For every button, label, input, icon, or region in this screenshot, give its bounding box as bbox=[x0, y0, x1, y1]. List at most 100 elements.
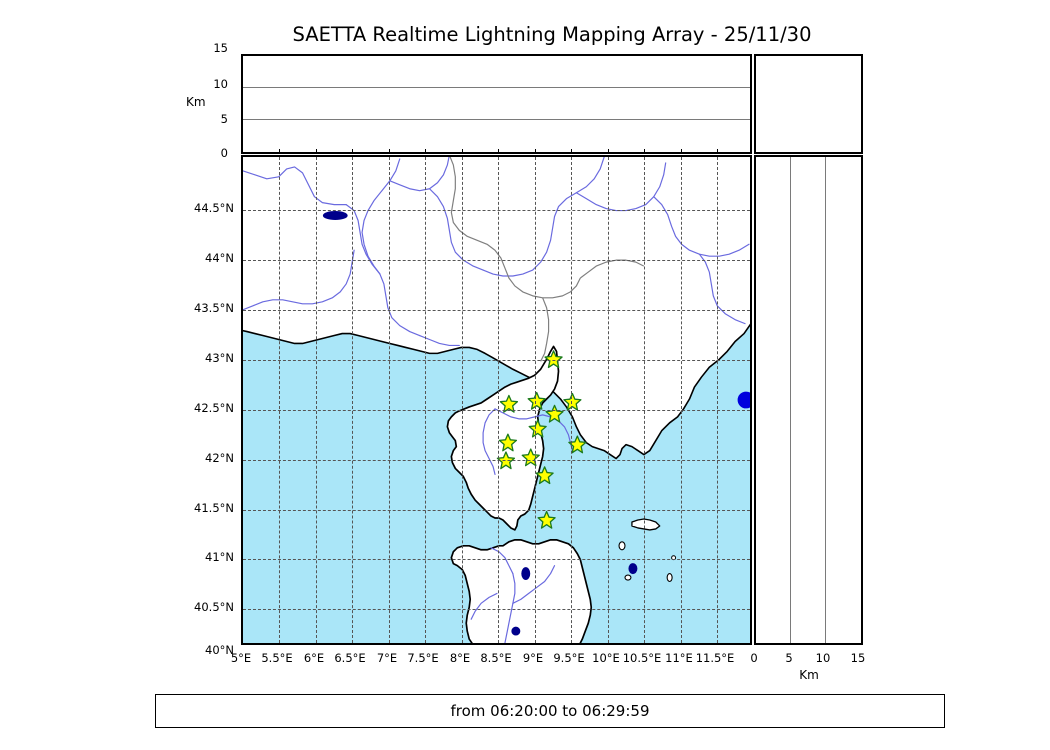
elba-island bbox=[631, 518, 661, 531]
map-lon-tick-5.5: 5.5°E bbox=[261, 651, 293, 665]
small-island bbox=[618, 541, 626, 551]
small-island bbox=[624, 574, 632, 581]
lightning-source-marker bbox=[737, 391, 750, 409]
map-gridline-lon-6.5 bbox=[352, 157, 353, 643]
station-star bbox=[527, 391, 546, 410]
map-lon-tick-9.5: 9.5°E bbox=[553, 651, 585, 665]
top-panel-ytick-0: 0 bbox=[220, 146, 228, 160]
lma-station-markers bbox=[496, 350, 587, 529]
map-lat-tick-42: 42°N bbox=[205, 451, 234, 465]
time-range-status-bar[interactable]: from 06:20:00 to 06:29:59 bbox=[155, 694, 945, 728]
map-gridline-lat-42.5 bbox=[243, 410, 750, 411]
right-panel-gridline-5 bbox=[790, 157, 791, 643]
map-lon-tick-6: 6°E bbox=[303, 651, 325, 665]
top-panel-tick bbox=[717, 149, 718, 152]
coastline-map bbox=[243, 157, 750, 643]
map-lon-tick-9: 9°E bbox=[522, 651, 544, 665]
top-panel-tick bbox=[681, 149, 682, 152]
map-gridline-lon-8.5 bbox=[498, 157, 499, 643]
rivers-layer bbox=[243, 157, 750, 643]
map-gridline-lon-7.5 bbox=[425, 157, 426, 643]
map-lon-tick-7: 7°E bbox=[376, 651, 398, 665]
map-gridline-lat-43.5 bbox=[243, 310, 750, 311]
time-range-text: from 06:20:00 to 06:29:59 bbox=[450, 702, 650, 720]
lakes-layer bbox=[322, 211, 638, 636]
top-panel-gridline-10 bbox=[243, 87, 750, 88]
top-panel-gridline-5 bbox=[243, 119, 750, 120]
map-gridline-lon-10.5 bbox=[644, 157, 645, 643]
map-lat-tick-43: 43°N bbox=[205, 351, 234, 365]
map-panel[interactable] bbox=[241, 155, 752, 645]
top-panel-tick bbox=[316, 149, 317, 152]
map-gridline-lon-5.5 bbox=[279, 157, 280, 643]
right-panel-axis-label: Km bbox=[799, 668, 819, 682]
map-gridline-lon-8 bbox=[462, 157, 463, 643]
top-panel-tick bbox=[608, 149, 609, 152]
map-lat-tick-44.5: 44.5°N bbox=[194, 201, 234, 215]
map-lon-tick-11.5: 11.5°E bbox=[695, 651, 735, 665]
map-gridline-lat-40.5 bbox=[243, 609, 750, 610]
top-panel-axis-label: Km bbox=[186, 95, 206, 109]
mainland-europe-landmass bbox=[243, 157, 750, 460]
map-lat-tick-40: 40°N bbox=[205, 643, 234, 657]
map-lat-tick-40.5: 40.5°N bbox=[194, 600, 234, 614]
map-lat-tick-41: 41°N bbox=[205, 550, 234, 564]
right-panel-xtick-10: 10 bbox=[815, 651, 831, 665]
map-gridline-lon-9.5 bbox=[571, 157, 572, 643]
map-lon-tick-7.5: 7.5°E bbox=[407, 651, 439, 665]
corner-panel[interactable] bbox=[754, 54, 863, 154]
page-title: SAETTA Realtime Lightning Mapping Array … bbox=[292, 23, 812, 46]
top-panel-ytick-15: 15 bbox=[213, 41, 228, 55]
top-panel-tick bbox=[571, 149, 572, 152]
station-star bbox=[521, 448, 540, 467]
station-star bbox=[499, 394, 519, 413]
map-gridline-lat-41.5 bbox=[243, 510, 750, 511]
map-lat-tick-42.5: 42.5°N bbox=[194, 401, 234, 415]
map-lon-tick-5: 5°E bbox=[230, 651, 252, 665]
top-panel-ytick-5: 5 bbox=[220, 112, 228, 126]
map-gridline-lon-9 bbox=[535, 157, 536, 643]
map-gridline-lat-42 bbox=[243, 460, 750, 461]
regional-borders-layer bbox=[449, 157, 645, 362]
map-gridline-lat-44.5 bbox=[243, 210, 750, 211]
map-gridline-lat-44 bbox=[243, 260, 750, 261]
map-gridline-lon-11 bbox=[681, 157, 682, 643]
top-panel-tick bbox=[644, 149, 645, 152]
top-panel-tick bbox=[425, 149, 426, 152]
map-gridline-lat-41 bbox=[243, 559, 750, 560]
top-panel-tick bbox=[498, 149, 499, 152]
station-star bbox=[537, 510, 556, 529]
top-panel-tick bbox=[535, 149, 536, 152]
top-panel-tick bbox=[389, 149, 390, 152]
station-star bbox=[563, 392, 582, 411]
map-gridline-lon-10 bbox=[608, 157, 609, 643]
right-panel-xtick-5: 5 bbox=[785, 651, 793, 665]
station-star bbox=[568, 435, 587, 454]
map-gridline-lon-11.5 bbox=[717, 157, 718, 643]
station-star bbox=[544, 350, 563, 369]
map-lat-tick-41.5: 41.5°N bbox=[194, 501, 234, 515]
top-panel-tick bbox=[279, 149, 280, 152]
top-panel-ytick-10: 10 bbox=[213, 77, 228, 91]
small-island bbox=[666, 573, 673, 583]
map-lon-tick-8: 8°E bbox=[449, 651, 471, 665]
altitude-latitude-panel[interactable] bbox=[754, 155, 863, 645]
station-star bbox=[545, 404, 564, 423]
right-panel-gridline-10 bbox=[825, 157, 826, 643]
map-lon-tick-6.5: 6.5°E bbox=[334, 651, 366, 665]
map-lat-tick-44: 44°N bbox=[205, 251, 234, 265]
top-panel-tick bbox=[462, 149, 463, 152]
altitude-longitude-panel[interactable] bbox=[241, 54, 752, 154]
station-star bbox=[528, 419, 547, 438]
map-gridline-lat-43 bbox=[243, 360, 750, 361]
map-gridline-lon-6 bbox=[316, 157, 317, 643]
station-star bbox=[498, 433, 518, 452]
sardinia-landmass bbox=[450, 539, 593, 643]
map-lon-tick-10.5: 10.5°E bbox=[622, 651, 662, 665]
map-lon-tick-10: 10°E bbox=[592, 651, 620, 665]
top-panel-tick bbox=[352, 149, 353, 152]
map-lon-tick-8.5: 8.5°E bbox=[480, 651, 512, 665]
right-panel-xtick-0: 0 bbox=[750, 651, 758, 665]
map-gridline-lon-7 bbox=[389, 157, 390, 643]
